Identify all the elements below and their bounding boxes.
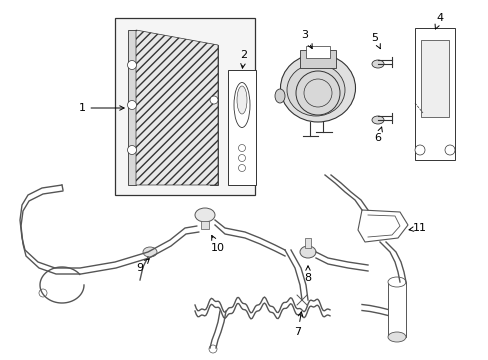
Bar xyxy=(299,50,335,68)
Ellipse shape xyxy=(286,64,345,116)
Circle shape xyxy=(208,345,217,353)
Polygon shape xyxy=(136,30,218,185)
Text: 8: 8 xyxy=(304,266,311,283)
Bar xyxy=(414,28,454,160)
Ellipse shape xyxy=(371,60,383,68)
Circle shape xyxy=(238,154,245,162)
Text: 9: 9 xyxy=(136,259,149,273)
Bar xyxy=(305,238,310,248)
Bar xyxy=(201,221,208,229)
Bar xyxy=(387,282,405,337)
Text: 3: 3 xyxy=(301,30,311,49)
Circle shape xyxy=(127,100,136,109)
Circle shape xyxy=(238,165,245,171)
Circle shape xyxy=(414,145,424,155)
Circle shape xyxy=(127,145,136,154)
Text: 5: 5 xyxy=(371,33,380,49)
Ellipse shape xyxy=(387,277,405,287)
Bar xyxy=(209,45,218,185)
Bar xyxy=(227,70,256,185)
Text: 4: 4 xyxy=(434,13,443,29)
Circle shape xyxy=(444,145,454,155)
Text: 1: 1 xyxy=(79,103,124,113)
Bar xyxy=(128,30,136,185)
Circle shape xyxy=(39,289,47,297)
Text: 7: 7 xyxy=(294,312,302,337)
Ellipse shape xyxy=(274,89,285,103)
Text: 11: 11 xyxy=(408,223,426,233)
Ellipse shape xyxy=(387,332,405,342)
Text: 2: 2 xyxy=(240,50,247,68)
Ellipse shape xyxy=(371,116,383,124)
Bar xyxy=(305,46,329,58)
Ellipse shape xyxy=(237,86,246,114)
Ellipse shape xyxy=(299,246,315,258)
Circle shape xyxy=(127,60,136,69)
Circle shape xyxy=(209,96,218,104)
Ellipse shape xyxy=(280,54,355,122)
Ellipse shape xyxy=(142,247,157,257)
Bar xyxy=(420,40,448,117)
Ellipse shape xyxy=(195,208,215,222)
Bar xyxy=(115,18,254,195)
Ellipse shape xyxy=(234,82,249,127)
Circle shape xyxy=(238,144,245,152)
Text: 10: 10 xyxy=(210,235,224,253)
Text: 6: 6 xyxy=(374,127,382,143)
